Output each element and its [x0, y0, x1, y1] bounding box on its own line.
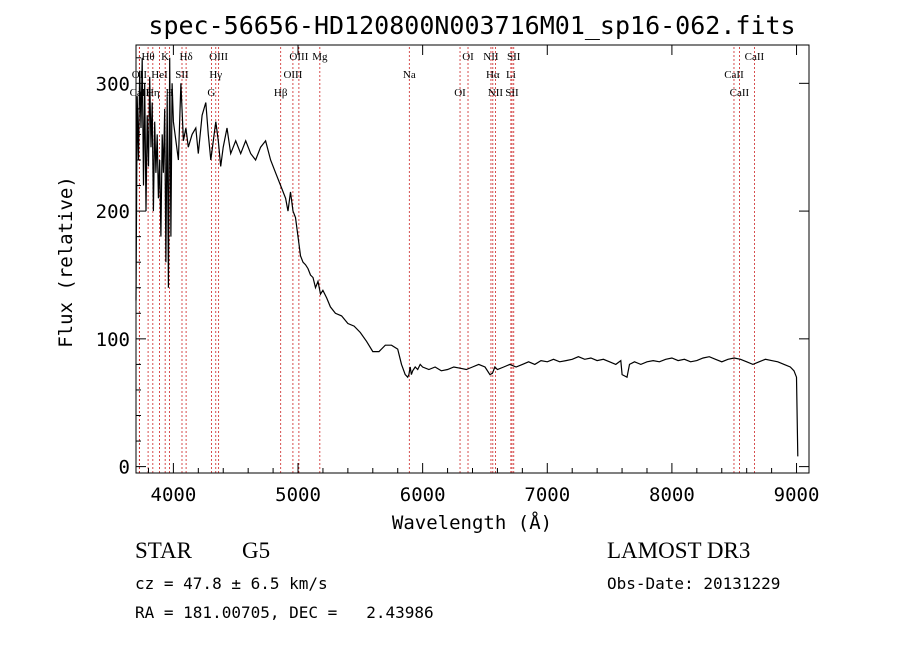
- spectral-line-label: Hγ: [209, 69, 222, 81]
- x-tick-label: 6000: [400, 484, 446, 506]
- x-tick-label: 4000: [151, 484, 197, 506]
- spectral-lines: [138, 47, 755, 473]
- spectral-line-label: NII: [488, 87, 504, 99]
- spectral-line-label: SII: [507, 51, 521, 63]
- radec-readout: RA = 181.00705, DEC = 2.43986: [135, 603, 434, 622]
- x-axis-ticks: 4000 5000 6000 7000 8000 9000: [147, 45, 820, 506]
- class-label: STAR: [135, 538, 192, 563]
- spectral-line-label: HeI: [151, 69, 168, 81]
- spectral-line-label: CaII: [745, 51, 765, 63]
- spectral-line-label: SII: [175, 69, 189, 81]
- flux-series: [135, 57, 799, 457]
- x-tick-label: 5000: [275, 484, 321, 506]
- spectral-line-label: Mg: [312, 51, 328, 63]
- spectral-line-label: NII: [483, 51, 499, 63]
- obs-date: Obs-Date: 20131229: [607, 574, 781, 593]
- spectral-line-label: Hδ: [180, 51, 193, 63]
- spectral-line-label: OIII: [289, 51, 308, 63]
- y-tick-label: 300: [96, 73, 130, 95]
- spectral-line-label: CaII: [724, 69, 744, 81]
- plot-frame: [135, 44, 810, 474]
- y-tick-label: 200: [96, 201, 130, 223]
- redshift-readout: cz = 47.8 ± 6.5 km/s: [135, 574, 328, 593]
- spectral-line-label: OIII: [209, 51, 228, 63]
- spectral-line-label: Na: [403, 69, 416, 81]
- spectral-line-label: OIII: [283, 69, 302, 81]
- spectral-line-label: OI: [454, 87, 466, 99]
- chart-title: spec-56656-HD120800N003716M01_sp16-062.f…: [148, 11, 795, 40]
- x-tick-label: 7000: [524, 484, 570, 506]
- subclass-label: G5: [242, 538, 271, 563]
- y-axis-ticks: 0 100 200 300: [96, 57, 809, 479]
- spectral-line-label: OI: [462, 51, 474, 63]
- spectral-line-label: K: [161, 51, 169, 63]
- spectral-line-label: G: [207, 87, 215, 99]
- spectral-line-label: Hθ: [141, 51, 154, 63]
- x-tick-label: 9000: [774, 484, 820, 506]
- x-axis-label: Wavelength (Å): [392, 511, 552, 534]
- spectral-line-labels: HθOIICaIIKHeIHηHδSIIHOIIIHγGOIIIOIIIHβMg…: [130, 51, 765, 99]
- x-tick-label: 8000: [649, 484, 695, 506]
- spectral-line-label: CaII: [730, 87, 750, 99]
- y-tick-label: 100: [96, 329, 130, 351]
- spectral-line-label: Hα: [486, 69, 500, 81]
- spectral-line-label: Hη: [146, 87, 160, 99]
- survey-label: LAMOST DR3: [607, 538, 751, 563]
- spectral-line-label: SII: [505, 87, 519, 99]
- y-tick-label: 0: [119, 457, 130, 479]
- y-axis-label: Flux (relative): [55, 176, 77, 348]
- spectral-line-label: Li: [506, 69, 516, 81]
- spectral-line-label: Hβ: [274, 87, 288, 99]
